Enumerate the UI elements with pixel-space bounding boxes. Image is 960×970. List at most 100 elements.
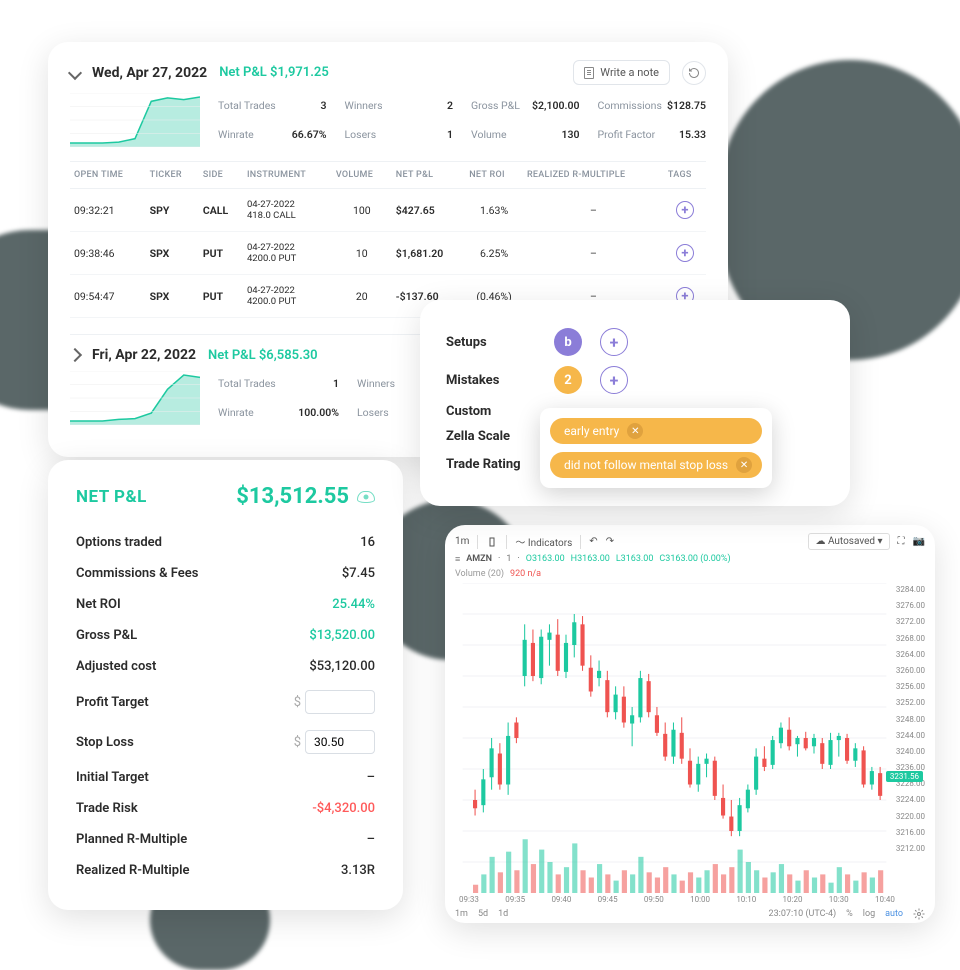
- metric-row: Options traded 16: [76, 527, 375, 558]
- stat-label: Profit Factor: [598, 128, 656, 141]
- stat-value: 2: [447, 99, 453, 112]
- add-tag-button[interactable]: +: [676, 201, 694, 219]
- col-header: SIDE: [199, 162, 243, 189]
- metric-label: Initial Target: [76, 770, 149, 785]
- day-net-pnl: Net P&L $6,585.30: [208, 348, 318, 363]
- pnl-summary-card: NET P&L $13,512.55 Options traded 16 Commi…: [48, 460, 403, 910]
- day-date: Wed, Apr 27, 2022: [92, 65, 207, 81]
- stat-value: 3: [321, 99, 327, 112]
- mistake-pill[interactable]: did not follow mental stop loss✕: [550, 452, 762, 478]
- log-button[interactable]: log: [863, 909, 875, 919]
- col-header: OPEN TIME: [70, 162, 146, 189]
- stat-label: Winrate: [218, 128, 254, 141]
- chart-toolbar: 1m 〜 Indicators ↶ ↷ ☁ Autosaved ▾ ⛶ 📷: [455, 533, 925, 550]
- autosaved-chip[interactable]: ☁ Autosaved ▾: [808, 533, 889, 550]
- add-setup-button[interactable]: +: [600, 328, 628, 356]
- stat-value: 130: [562, 128, 580, 141]
- refresh-button[interactable]: [682, 61, 706, 85]
- metric-row: Realized R-Multiple3.13R: [76, 855, 375, 886]
- custom-label: Custom: [446, 404, 536, 419]
- metric-row: Stop Loss$: [76, 722, 375, 762]
- metric-row: Adjusted cost$53,120.00: [76, 651, 375, 682]
- candlestick-chart[interactable]: [455, 583, 925, 893]
- trades-table: OPEN TIMETICKERSIDEINSTRUMENTVOLUMENET P…: [70, 161, 706, 318]
- indicators-button[interactable]: 〜 Indicators: [515, 534, 572, 549]
- metric-value: -$4,320.00: [312, 801, 375, 816]
- metric-label: Trade Risk: [76, 801, 138, 816]
- metric-value: 16: [360, 535, 375, 550]
- metric-row: Profit Target$: [76, 682, 375, 722]
- day-net-pnl: Net P&L $1,971.25: [219, 65, 329, 80]
- stat-value: $128.75: [667, 99, 706, 112]
- metric-input[interactable]: [305, 730, 375, 754]
- day-sparkline: [70, 93, 200, 147]
- stat-label: Winners: [357, 377, 395, 390]
- setups-badge[interactable]: b: [554, 328, 582, 356]
- pnl-amount: $13,512.55: [236, 484, 375, 509]
- remove-pill-icon[interactable]: ✕: [736, 457, 752, 473]
- chart-x-axis: 09:3309:3509:4009:4509:5010:0010:1010:20…: [455, 895, 925, 904]
- zella-label: Zella Scale: [446, 429, 536, 444]
- metric-label: Options traded: [76, 535, 162, 550]
- pnl-title: NET P&L: [76, 487, 147, 507]
- add-mistake-button[interactable]: +: [600, 366, 628, 394]
- metric-label: Commissions & Fees: [76, 566, 198, 581]
- metric-value: –: [367, 770, 375, 785]
- expand-icon[interactable]: [68, 348, 82, 362]
- metric-label: Profit Target: [76, 695, 149, 710]
- stat-label: Total Trades: [218, 377, 276, 390]
- table-row[interactable]: 09:32:21SPYCALL 04-27-2022418.0 CALL 100…: [70, 189, 706, 232]
- metric-row: Trade Risk -$4,320.00: [76, 793, 375, 824]
- pct-button[interactable]: %: [846, 909, 853, 919]
- stat-label: Winrate: [218, 406, 254, 419]
- camera-icon[interactable]: 📷: [913, 536, 925, 547]
- tf-1m[interactable]: 1m: [455, 909, 468, 919]
- stat-label: Commissions: [598, 99, 662, 112]
- metric-label: Gross P&L: [76, 628, 137, 643]
- redo-icon[interactable]: ↷: [606, 536, 614, 547]
- mistakes-dropdown: early entry✕ did not follow mental stop l…: [540, 408, 772, 488]
- candle-style-icon[interactable]: [486, 536, 498, 548]
- mistake-pill[interactable]: early entry✕: [550, 418, 762, 444]
- stat-label: Losers: [345, 128, 377, 141]
- volume-readout: Volume (20)920 n/a: [455, 569, 925, 579]
- stat-label: Winners: [345, 99, 383, 112]
- metric-label: Planned R-Multiple: [76, 832, 187, 847]
- collapse-icon[interactable]: [68, 65, 82, 79]
- chart-time: 23:07:10 (UTC-4): [769, 909, 837, 919]
- tf-5d[interactable]: 5d: [478, 909, 488, 919]
- col-header: TAGS: [664, 162, 706, 189]
- metric-row: Commissions & Fees$7.45: [76, 558, 375, 589]
- tf-1d[interactable]: 1d: [498, 909, 508, 919]
- col-header: NET P&L: [392, 162, 465, 189]
- stat-value: 66.67%: [292, 128, 327, 141]
- metric-value: 3.13R: [341, 863, 375, 878]
- metric-input[interactable]: [305, 690, 375, 714]
- col-header: NET ROI: [465, 162, 523, 189]
- metric-row: Initial Target –: [76, 762, 375, 793]
- timeframe-button[interactable]: 1m: [455, 536, 469, 547]
- note-icon: [584, 67, 594, 79]
- metric-value: –: [367, 832, 375, 847]
- metric-value: $13,520.00: [309, 628, 375, 643]
- setups-label: Setups: [446, 335, 536, 350]
- stat-label: Gross P&L: [471, 99, 520, 112]
- ohlc-readout: ≡AMZN·1· O3163.00H3163.00L3163.00C3163.0…: [455, 554, 925, 565]
- visibility-icon[interactable]: [357, 491, 375, 503]
- write-note-button[interactable]: Write a note: [573, 60, 670, 85]
- table-row[interactable]: 09:38:46SPXPUT 04-27-20224200.0 PUT 10 $…: [70, 232, 706, 275]
- metric-row: Net ROI25.44%: [76, 589, 375, 620]
- fullscreen-icon[interactable]: ⛶: [898, 536, 905, 547]
- tags-card: Setups b + Mistakes 2 + Custom Zella Sca…: [420, 300, 850, 506]
- add-tag-button[interactable]: +: [676, 244, 694, 262]
- col-header: REALIZED R-MULTIPLE: [523, 162, 664, 189]
- mistakes-label: Mistakes: [446, 373, 536, 388]
- stat-label: Total Trades: [218, 99, 276, 112]
- mistakes-badge[interactable]: 2: [554, 366, 582, 394]
- gear-icon[interactable]: [913, 908, 925, 920]
- metric-row: Planned R-Multiple –: [76, 824, 375, 855]
- remove-pill-icon[interactable]: ✕: [627, 423, 643, 439]
- stat-label: Volume: [471, 128, 507, 141]
- auto-button[interactable]: auto: [885, 909, 903, 919]
- undo-icon[interactable]: ↶: [589, 536, 597, 547]
